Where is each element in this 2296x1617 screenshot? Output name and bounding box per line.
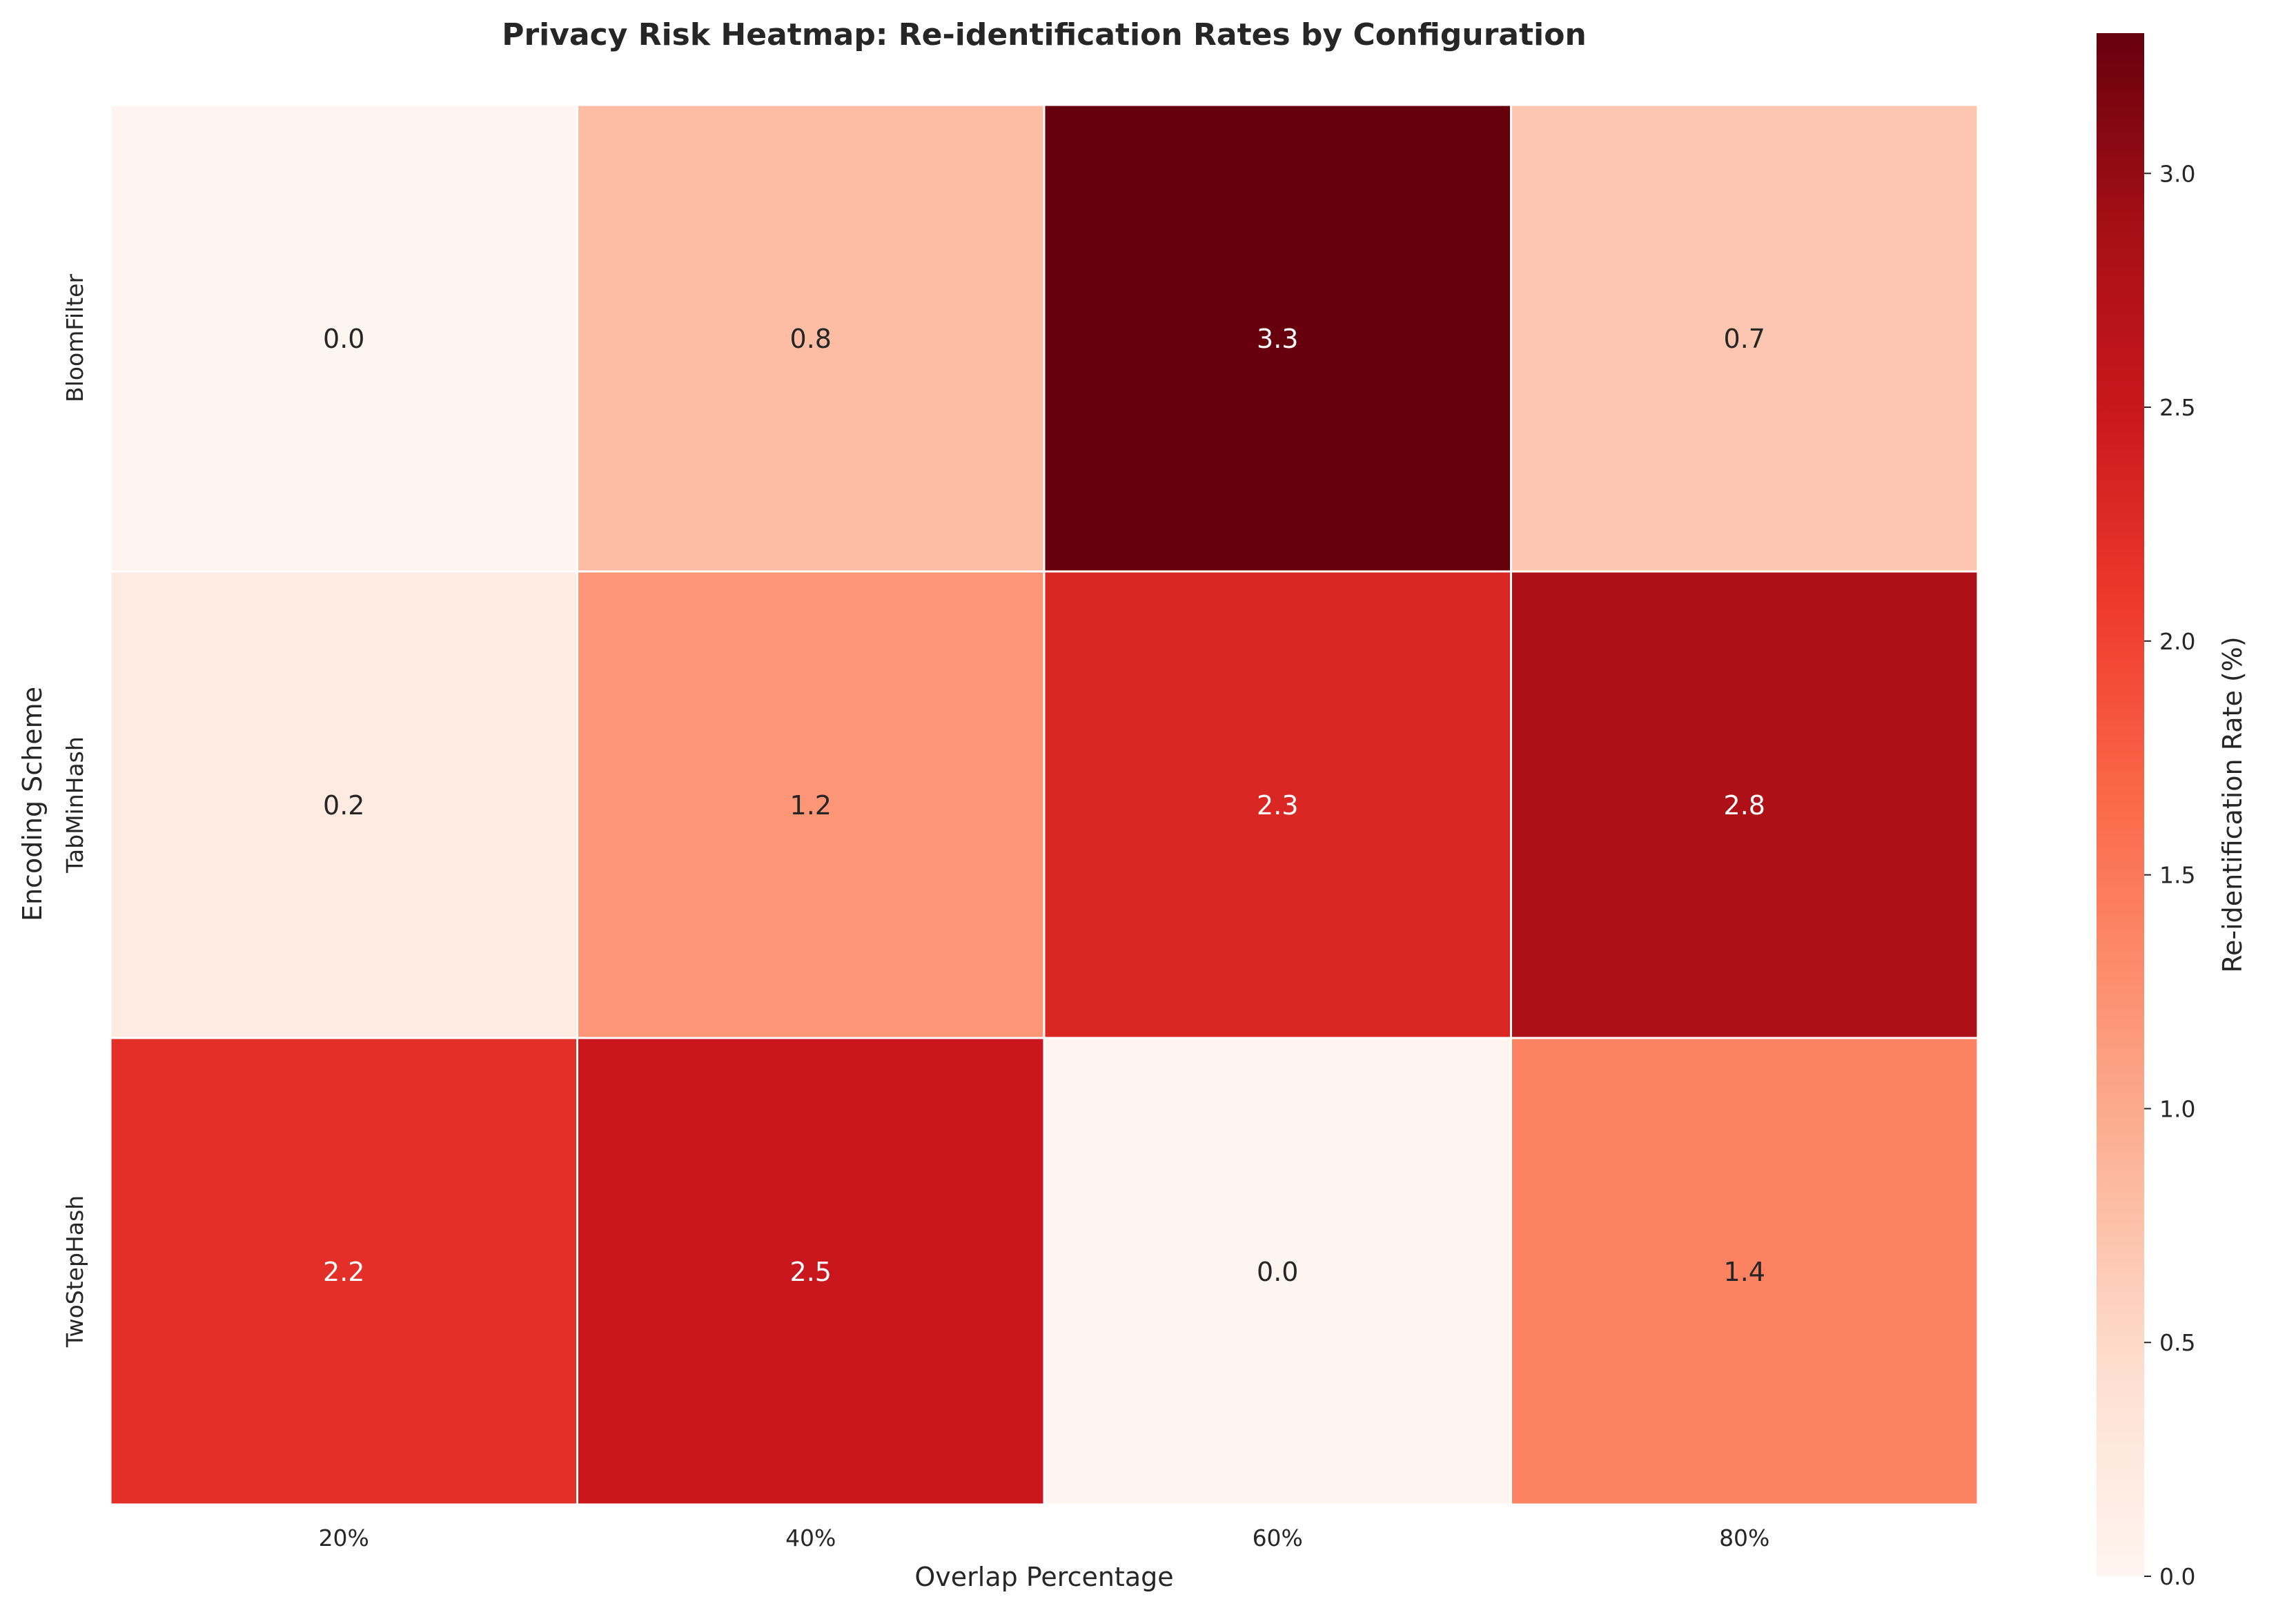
x-axis-ticks: 20% 40% 60% 80% [319,1525,1770,1551]
heatmap-cell-label: 0.0 [323,324,364,354]
heatmap-cell-twostephash-col1 [109,1037,578,1506]
heatmap-cell-bloomfilter-col4 [1510,104,1979,573]
y-tick-label: TabMinHash [61,736,88,874]
colorbar [2097,33,2144,1576]
colorbar-tick-label: 0.5 [2159,1329,2195,1356]
heatmap-cell-twostephash-col4 [1510,1037,1979,1506]
heatmap-cell-labels: 0.0 0.8 3.3 0.7 0.2 1.2 2.3 2.8 2.2 2.5 0.0 1.4 [323,324,1765,1287]
colorbar-tick-label: 1.0 [2159,1095,2195,1122]
y-axis-label: Encoding Scheme [17,687,48,921]
heatmap-cell-twostephash-col2 [576,1037,1046,1506]
heatmap-cell-label: 1.4 [1724,1257,1765,1287]
y-tick-label: BloomFilter [61,274,88,402]
heatmap-cell-tabminhash-col2 [576,570,1046,1039]
y-tick-label: TwoStepHash [61,1195,88,1348]
colorbar-tick-label: 2.0 [2159,628,2195,655]
heatmap-cell-label: 2.3 [1257,790,1298,821]
colorbar-tick-label: 1.5 [2159,862,2195,889]
x-axis-label: Overlap Percentage [914,1562,1173,1592]
heatmap-cell-bloomfilter-col3 [1043,104,1512,573]
heatmap-cell-label: 3.3 [1257,324,1298,354]
x-tick-label: 60% [1253,1525,1303,1551]
heatmap-cell-tabminhash-col4 [1510,570,1979,1039]
heatmap-cell-label: 0.8 [790,324,832,354]
heatmap-cell-bloomfilter-col1 [109,104,578,573]
heatmap-cell-tabminhash-col1 [109,570,578,1039]
heatmap-cell-label: 2.8 [1724,790,1765,821]
colorbar-tick-label: 0.0 [2159,1563,2195,1590]
colorbar-tick-label: 2.5 [2159,394,2195,421]
heatmap-cell-label: 0.7 [1724,324,1765,354]
heatmap-cell-label: 0.0 [1257,1257,1298,1287]
x-tick-label: 80% [1719,1525,1769,1551]
colorbar-tick-label: 3.0 [2159,160,2195,187]
x-tick-label: 20% [319,1525,369,1551]
heatmap-cell-label: 1.2 [790,790,832,821]
y-axis-ticks: BloomFilter TabMinHash TwoStepHash [61,274,88,1349]
heatmap-cell-label: 2.5 [790,1257,832,1287]
chart-title: Privacy Risk Heatmap: Re-identification … [502,17,1587,52]
heatmap-cells [109,104,1979,1506]
colorbar-ticks: 0.0 0.5 1.0 1.5 2.0 2.5 3.0 [2144,160,2195,1590]
colorbar-label: Re-identification Rate (%) [2217,636,2248,972]
heatmap-cell-bloomfilter-col2 [576,104,1046,573]
heatmap-cell-label: 0.2 [323,790,364,821]
x-tick-label: 40% [785,1525,836,1551]
heatmap-cell-label: 2.2 [323,1257,364,1287]
heatmap-cell-tabminhash-col3 [1043,570,1512,1039]
